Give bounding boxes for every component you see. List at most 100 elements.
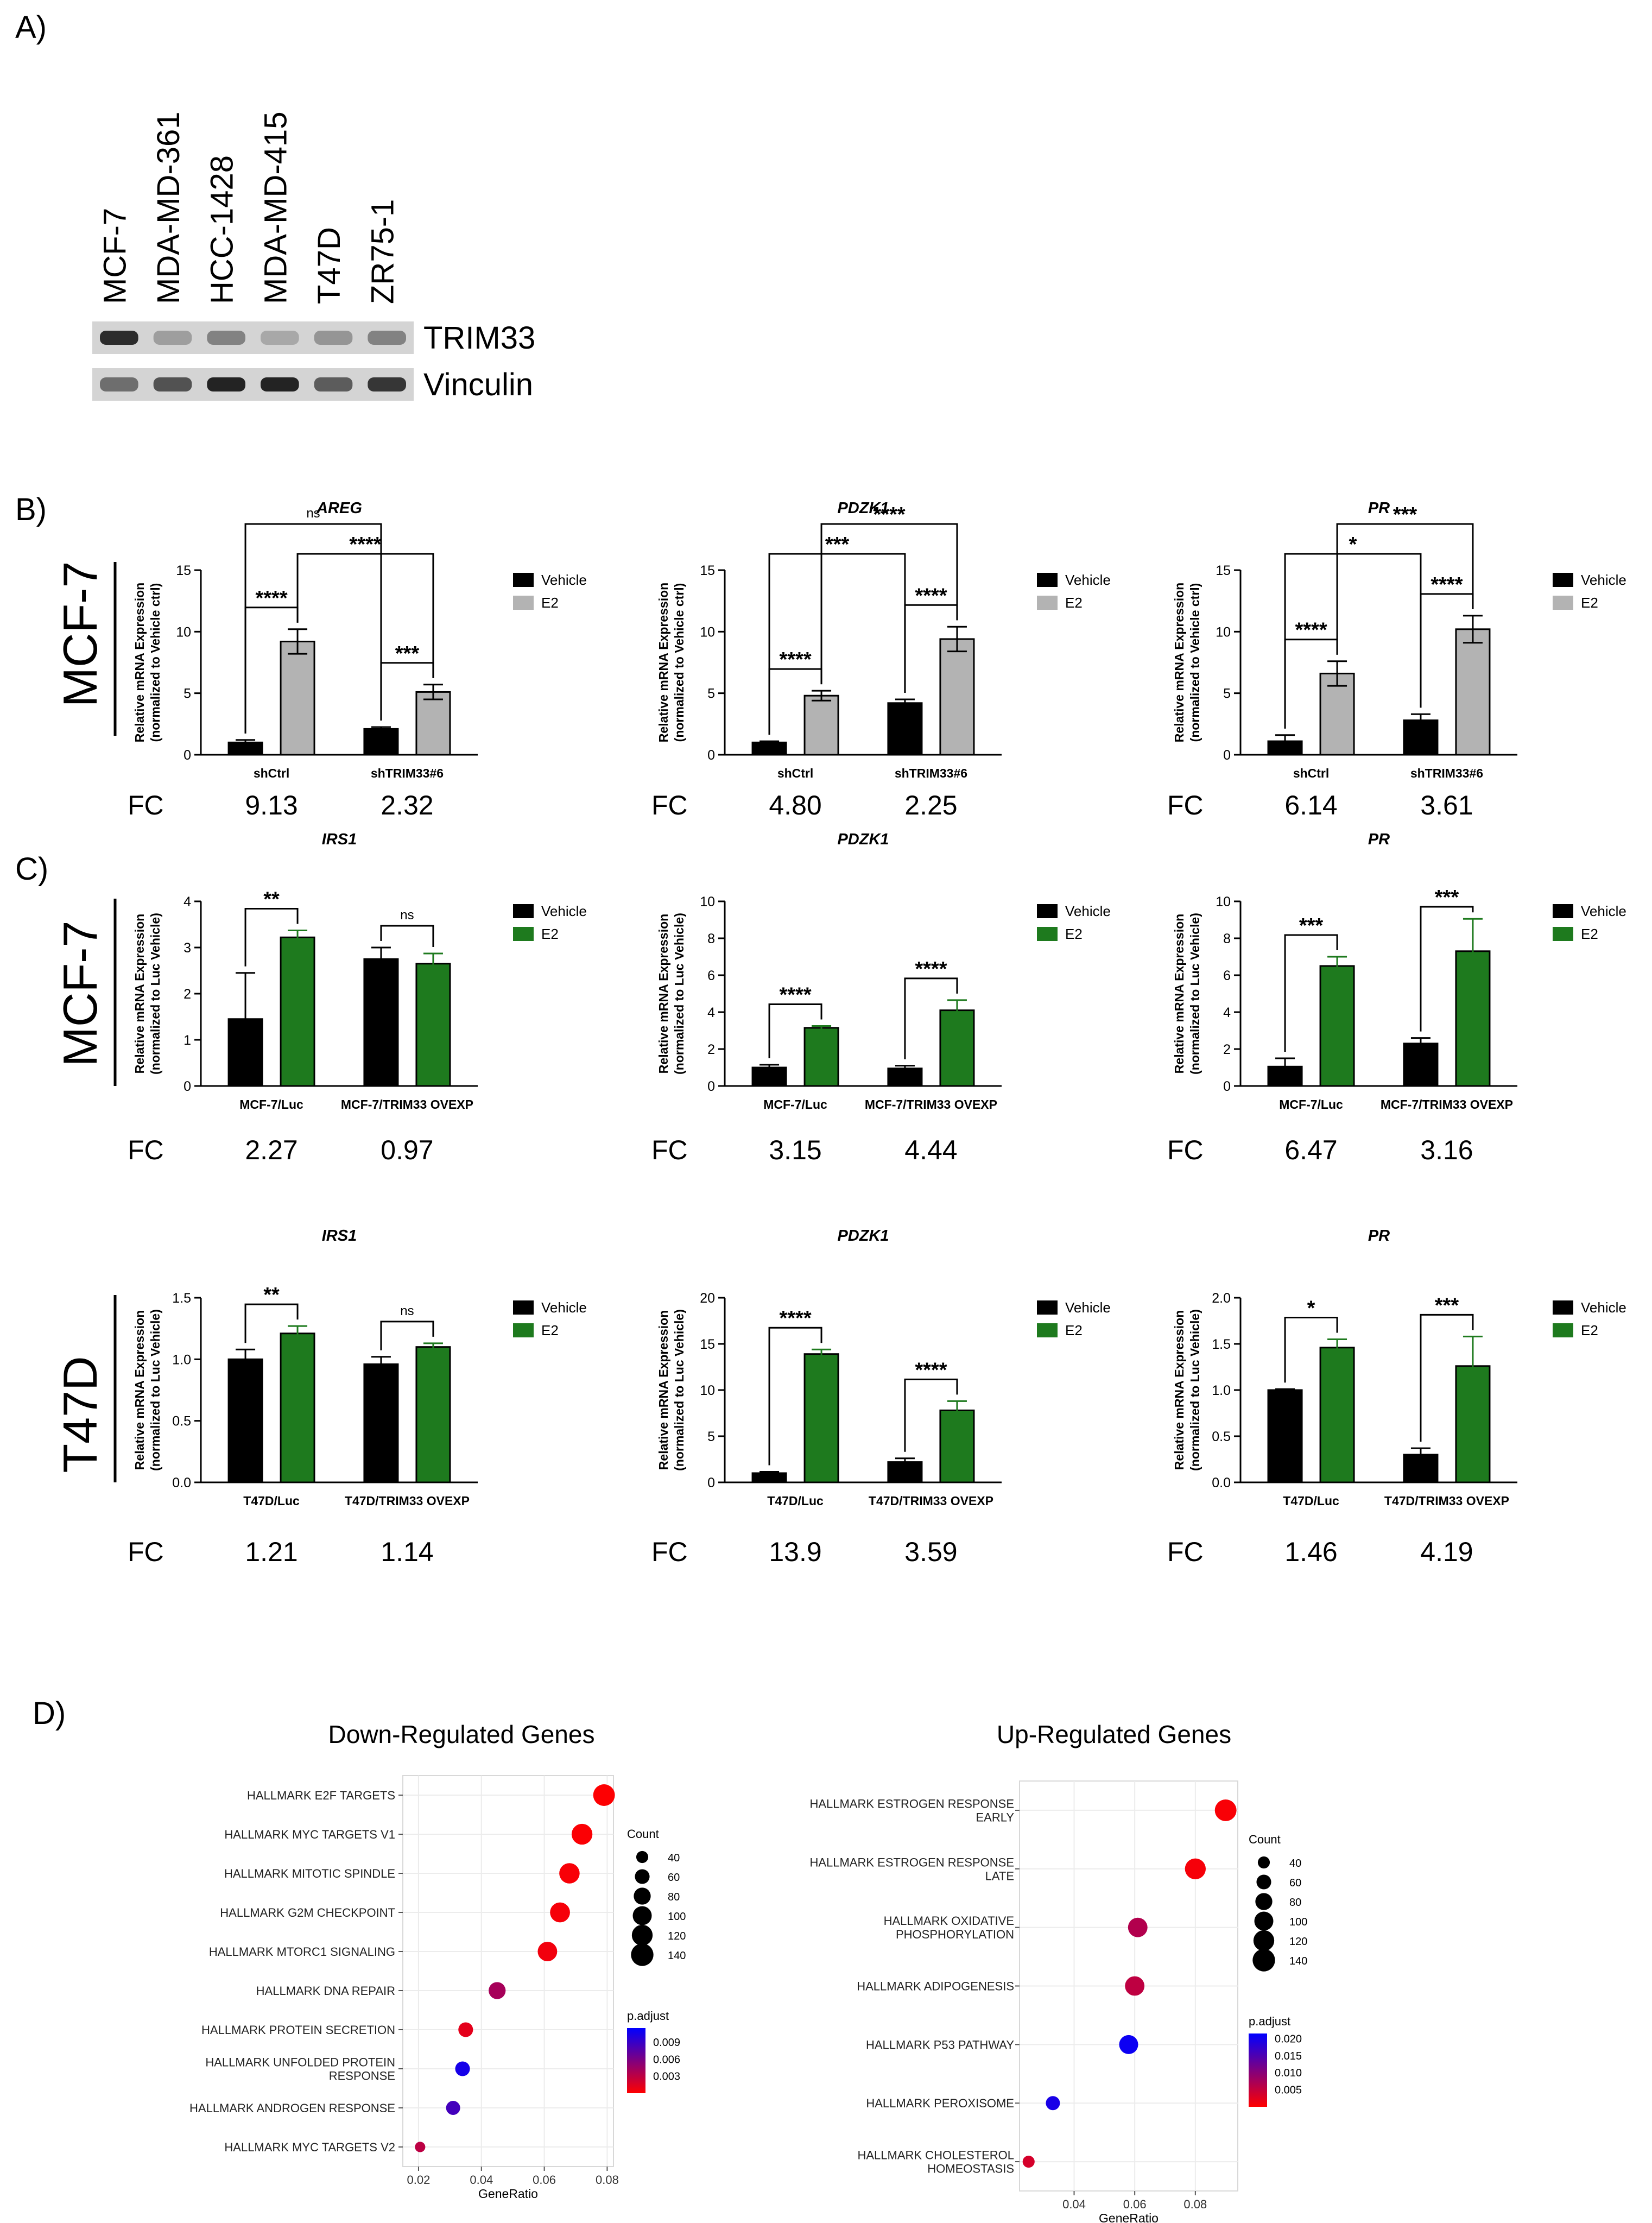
significance-label: *** — [1299, 914, 1324, 937]
significance-bracket — [904, 977, 958, 1059]
term-label: HALLMARK ANDROGEN RESPONSE — [189, 2101, 395, 2115]
legend-swatch-vehicle — [1553, 573, 1573, 587]
y-tick-label: 6 — [1223, 968, 1231, 983]
legend-label-e2: E2 — [541, 595, 559, 611]
enrichment-dot — [458, 2022, 473, 2037]
row-label-c2-text: T47D — [53, 1356, 107, 1473]
y-tick-label: 10 — [700, 894, 715, 910]
legend-label-e2: E2 — [541, 926, 559, 942]
y-tick-label: 1.0 — [1212, 1383, 1231, 1398]
significance-bracket — [296, 553, 434, 678]
y-tick-label: 0 — [183, 1079, 191, 1094]
y-tick-label: 2 — [1223, 1042, 1231, 1057]
term-label: HALLMARK MITOTIC SPINDLE — [224, 1867, 395, 1880]
term-label: HALLMARK MTORC1 SIGNALING — [209, 1945, 395, 1959]
significance-bracket — [1284, 1317, 1338, 1383]
count-legend-dot — [631, 1943, 654, 1966]
significance-label: ns — [400, 1304, 414, 1318]
legend-swatch-e2 — [1037, 596, 1058, 610]
fold-change-label: FC — [651, 1537, 688, 1567]
fold-change-label: FC — [128, 790, 164, 820]
legend-label-e2: E2 — [1065, 595, 1083, 611]
significance-bracket — [768, 1003, 822, 1058]
significance-label: **** — [779, 984, 811, 1007]
bar-e2 — [803, 694, 839, 756]
bar-e2 — [1319, 965, 1355, 1087]
enrichment-dot — [571, 1823, 593, 1845]
bar-chart-b-areg: AREG 0 5 10 15 Relative mRNA Expression (norma… — [128, 500, 587, 820]
y-tick-label: 15 — [700, 563, 715, 578]
row-label-b-text: MCF-7 — [53, 561, 107, 708]
blot-strip — [92, 321, 414, 354]
enrichment-dot — [1128, 1917, 1148, 1937]
y-tick-label: 0.0 — [172, 1475, 191, 1491]
term-label: RESPONSE — [329, 2069, 395, 2083]
bar-e2 — [939, 1009, 975, 1087]
blot-band — [207, 331, 245, 345]
padj-tick-label: 0.010 — [1275, 2067, 1302, 2079]
y-axis-label: Relative mRNA Expression — [656, 583, 670, 742]
legend-swatch-e2 — [1037, 927, 1058, 941]
legend-label-vehicle: Vehicle — [541, 903, 587, 919]
count-legend-dot — [635, 1869, 650, 1884]
y-tick-label: 1.5 — [1212, 1337, 1231, 1352]
significance-label: **** — [873, 503, 905, 526]
bar-e2 — [803, 1353, 839, 1483]
fold-change-value: 9.13 — [245, 790, 298, 820]
padj-tick-label: 0.005 — [1275, 2085, 1302, 2096]
enrichment-dot — [455, 2061, 470, 2076]
y-axis-label: Relative mRNA Expression — [132, 583, 147, 742]
term-label: HOMEOSTASIS — [927, 2162, 1014, 2176]
term-label: LATE — [985, 1869, 1014, 1883]
legend-swatch-e2 — [1037, 1323, 1058, 1337]
count-legend-label: 140 — [1289, 1955, 1307, 1967]
significance-label: **** — [915, 958, 947, 981]
y-tick-label: 3 — [183, 940, 191, 956]
legend-swatch-vehicle — [513, 1300, 534, 1315]
count-legend-label: 60 — [668, 1872, 680, 1884]
y-tick-label: 5 — [707, 686, 715, 702]
padj-tick-label: 0.015 — [1275, 2050, 1302, 2062]
y-axis-label: (normalized to Luc Vehicle) — [1188, 1309, 1202, 1471]
x-tick-label: 0.08 — [596, 2173, 619, 2187]
legend-label-e2: E2 — [1581, 595, 1598, 611]
padj-tick-label: 0.006 — [653, 2054, 680, 2066]
x-tick-label: MCF-7/TRIM33 OVEXP — [341, 1097, 473, 1112]
fold-change-value: 13.9 — [769, 1537, 821, 1567]
count-legend-dot — [631, 1924, 653, 1946]
significance-bracket — [380, 925, 434, 948]
count-legend-dot — [1252, 1949, 1275, 1972]
enrichment-dot — [1214, 1799, 1237, 1821]
term-label: HALLMARK UNFOLDED PROTEIN — [205, 2056, 395, 2069]
blot-band — [261, 377, 299, 391]
significance-bracket — [244, 523, 382, 734]
count-legend-title: Count — [627, 1827, 659, 1841]
legend-label-vehicle: Vehicle — [1581, 1299, 1626, 1316]
bar-chart-b-pdzk1: PDZK1 0 5 10 15 Relative mRNA Expression (norm… — [651, 500, 1111, 820]
fold-change-value: 3.15 — [769, 1135, 821, 1165]
chart-title: IRS1 — [322, 1227, 357, 1245]
padj-legend-title: p.adjust — [1249, 2014, 1290, 2028]
fold-change-value: 4.44 — [904, 1135, 957, 1165]
chart-title: PDZK1 — [837, 1227, 889, 1245]
chart-title: PR — [1368, 1227, 1390, 1245]
count-legend-dot — [1253, 1930, 1275, 1952]
significance-label: **** — [779, 1307, 811, 1330]
fold-change-label: FC — [128, 1537, 164, 1567]
y-axis-label: (normalized to Luc Vehicle) — [148, 913, 162, 1075]
count-legend-dot — [634, 1887, 651, 1905]
bar-chart-b-pr: PR 0 5 10 15 Relative mRNA Expression (normali… — [1167, 500, 1626, 820]
y-axis-label: Relative mRNA Expression — [656, 1310, 670, 1470]
fold-change-value: 2.32 — [381, 790, 433, 820]
blot-band — [314, 331, 353, 345]
legend-swatch-vehicle — [1553, 1300, 1573, 1315]
fold-change-value: 3.59 — [904, 1537, 957, 1567]
x-tick-label: MCF-7/TRIM33 OVEXP — [865, 1097, 997, 1112]
term-label: HALLMARK G2M CHECKPOINT — [220, 1906, 395, 1919]
significance-label: *** — [395, 642, 420, 665]
x-tick-label: shCtrl — [1293, 766, 1329, 780]
padj-tick-label: 0.020 — [1275, 2033, 1302, 2045]
term-label: PHOSPHORYLATION — [896, 1928, 1014, 1941]
